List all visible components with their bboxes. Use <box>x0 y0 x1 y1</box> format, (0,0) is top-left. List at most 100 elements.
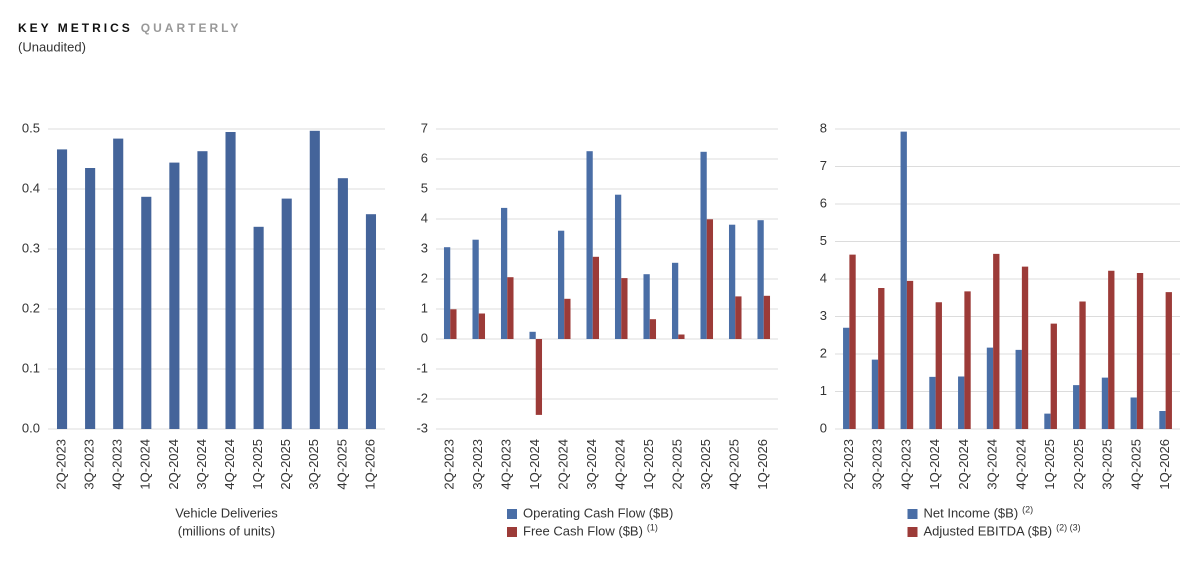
legend-label: Free Cash Flow ($B) <box>523 523 643 538</box>
bar <box>169 162 180 429</box>
x-tick-label: 1Q-2024 <box>138 439 153 490</box>
bar <box>671 262 679 339</box>
bar <box>557 230 565 339</box>
bar <box>763 295 771 339</box>
x-tick-label: 2Q-2024 <box>956 439 971 490</box>
y-tick-label: 0.3 <box>22 240 40 255</box>
x-tick-label: 3Q-2023 <box>470 439 485 490</box>
x-tick-label: 4Q-2023 <box>898 439 913 490</box>
legend-swatch <box>507 509 517 519</box>
x-tick-label: 3Q-2024 <box>584 439 599 490</box>
legend-swatch <box>907 527 918 537</box>
bar <box>535 339 543 415</box>
bar <box>141 196 152 429</box>
y-tick-label: 2 <box>820 345 827 360</box>
x-tick-label: 3Q-2024 <box>194 439 209 490</box>
bar <box>935 302 942 429</box>
x-tick-label: 3Q-2025 <box>698 439 713 490</box>
y-tick-label: 0.0 <box>22 420 40 435</box>
bar <box>564 298 571 339</box>
bar <box>1108 270 1115 429</box>
y-tick-label: 0 <box>421 330 428 345</box>
x-axis-label: Vehicle Deliveries <box>175 505 278 520</box>
bar <box>253 226 264 429</box>
bar <box>1079 301 1086 429</box>
y-tick-label: 0.1 <box>22 360 40 375</box>
bar <box>592 256 600 339</box>
bar <box>1165 292 1172 429</box>
bar <box>1044 413 1051 429</box>
x-tick-label: 2Q-2023 <box>53 439 68 490</box>
bar <box>1050 323 1057 429</box>
x-tick-label: 1Q-2024 <box>927 439 942 490</box>
y-tick-label: 5 <box>820 233 827 248</box>
bar <box>1021 266 1029 429</box>
bar <box>281 198 292 429</box>
y-tick-label: 7 <box>820 158 827 173</box>
x-tick-label: 1Q-2026 <box>362 439 377 490</box>
y-tick-label: 0.2 <box>22 300 40 315</box>
x-tick-label: 1Q-2025 <box>1042 439 1057 490</box>
x-tick-label: 3Q-2025 <box>1100 439 1115 490</box>
bar <box>225 132 236 429</box>
y-tick-label: 5 <box>421 180 428 195</box>
y-tick-label: 4 <box>421 210 428 225</box>
bar <box>843 327 850 429</box>
bar <box>929 376 936 429</box>
x-tick-label: 1Q-2026 <box>755 439 770 490</box>
y-tick-label: 2 <box>421 270 428 285</box>
legend-swatch <box>507 527 517 537</box>
bar <box>1015 349 1022 429</box>
bar <box>365 214 377 429</box>
bar <box>309 130 320 430</box>
bar <box>906 280 914 429</box>
x-tick-label: 3Q-2024 <box>985 439 1000 490</box>
y-tick-label: 6 <box>820 195 827 210</box>
bar <box>85 168 96 429</box>
x-tick-label: 2Q-2023 <box>442 439 457 490</box>
bar <box>993 253 1000 429</box>
bar <box>757 220 764 339</box>
x-tick-label: 2Q-2025 <box>278 439 293 490</box>
bar <box>849 254 856 429</box>
bar <box>507 277 514 339</box>
x-tick-label: 2Q-2024 <box>556 439 571 490</box>
y-tick-label: 1 <box>820 383 827 398</box>
bar <box>621 278 628 339</box>
bar <box>113 138 124 429</box>
x-tick-label: 4Q-2024 <box>222 439 237 490</box>
y-tick-label: 4 <box>820 270 827 285</box>
y-tick-label: -3 <box>416 420 428 435</box>
header-title: KEY METRICS QUARTERLY <box>18 21 241 35</box>
legend-label: Operating Cash Flow ($B) <box>523 505 673 520</box>
title-suffix: QUARTERLY <box>141 21 242 35</box>
bar <box>1073 385 1080 429</box>
y-tick-label: -2 <box>416 390 428 405</box>
x-tick-label: 3Q-2023 <box>870 439 885 490</box>
bar <box>197 151 208 429</box>
bar <box>700 151 707 339</box>
bar <box>529 331 536 339</box>
legend-footnote: (2) <box>1022 504 1033 514</box>
x-tick-label: 2Q-2025 <box>1071 439 1086 490</box>
x-tick-label: 4Q-2025 <box>1128 439 1143 490</box>
y-tick-label: 0 <box>820 420 827 435</box>
bar <box>643 274 650 339</box>
bar <box>614 194 622 339</box>
y-tick-label: 1 <box>421 300 428 315</box>
title: KEY METRICS <box>18 21 133 35</box>
bar <box>1101 377 1109 429</box>
bar <box>337 178 348 429</box>
bar <box>728 224 736 339</box>
bar <box>450 309 457 339</box>
x-tick-label: 1Q-2026 <box>1157 439 1172 490</box>
x-tick-label: 4Q-2024 <box>1013 439 1028 490</box>
x-tick-label: 2Q-2024 <box>166 439 181 490</box>
x-tick-label: 3Q-2025 <box>306 439 321 490</box>
y-tick-label: 3 <box>421 240 428 255</box>
x-tick-label: 4Q-2024 <box>613 439 628 490</box>
x-tick-label: 4Q-2025 <box>334 439 349 490</box>
y-tick-label: 7 <box>421 120 428 135</box>
